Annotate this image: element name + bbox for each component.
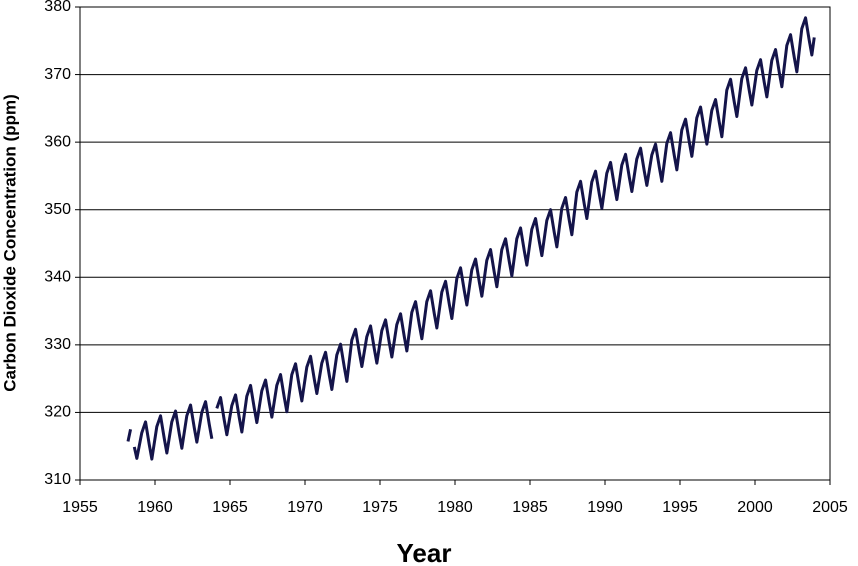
data-line bbox=[126, 429, 133, 442]
x-tick-label: 1990 bbox=[587, 499, 623, 516]
y-tick-label: 370 bbox=[44, 66, 71, 83]
x-tick-label: 1995 bbox=[662, 499, 698, 516]
y-axis-title: Carbon Dioxide Concentration (ppm) bbox=[0, 94, 19, 392]
data-line bbox=[132, 400, 214, 461]
x-tick-label: 2005 bbox=[812, 499, 848, 516]
x-tick-label: 1970 bbox=[287, 499, 323, 516]
x-tick-label: 1960 bbox=[137, 499, 173, 516]
x-tick-label: 1965 bbox=[212, 499, 248, 516]
data-line bbox=[215, 16, 816, 437]
y-tick-label: 310 bbox=[44, 471, 71, 488]
x-tick-label: 1975 bbox=[362, 499, 398, 516]
x-tick-label: 1980 bbox=[437, 499, 473, 516]
plot-frame bbox=[79, 6, 831, 481]
y-tick-label: 320 bbox=[44, 404, 71, 421]
x-tick-label: 1985 bbox=[512, 499, 548, 516]
y-tick-label: 350 bbox=[44, 201, 71, 218]
x-axis-title: Year bbox=[397, 538, 452, 566]
y-tick-label: 330 bbox=[44, 336, 71, 353]
x-tick-label: 1955 bbox=[62, 499, 98, 516]
y-tick-label: 360 bbox=[44, 133, 71, 150]
x-tick-label: 2000 bbox=[737, 499, 773, 516]
y-tick-label: 340 bbox=[44, 269, 71, 286]
y-tick-label: 380 bbox=[44, 0, 71, 15]
